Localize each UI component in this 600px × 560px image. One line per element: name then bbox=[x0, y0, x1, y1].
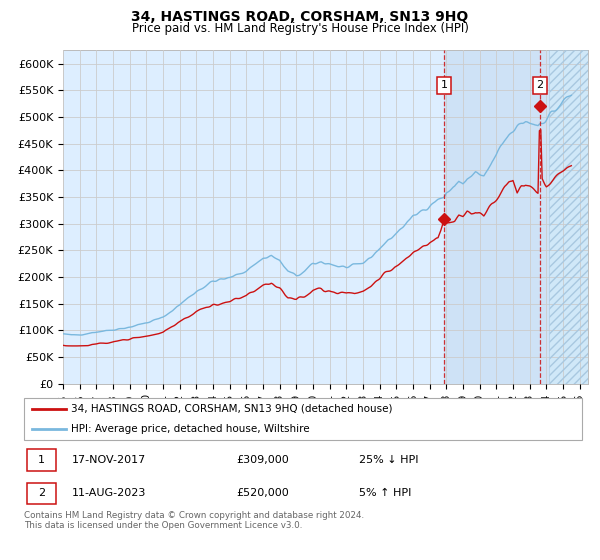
FancyBboxPatch shape bbox=[27, 483, 56, 505]
Text: 1: 1 bbox=[441, 81, 448, 90]
Text: 25% ↓ HPI: 25% ↓ HPI bbox=[359, 455, 418, 465]
Bar bbox=[549, 50, 588, 384]
Text: 34, HASTINGS ROAD, CORSHAM, SN13 9HQ (detached house): 34, HASTINGS ROAD, CORSHAM, SN13 9HQ (de… bbox=[71, 404, 393, 413]
Text: 11-AUG-2023: 11-AUG-2023 bbox=[71, 488, 146, 498]
Text: 34, HASTINGS ROAD, CORSHAM, SN13 9HQ: 34, HASTINGS ROAD, CORSHAM, SN13 9HQ bbox=[131, 10, 469, 24]
Text: 17-NOV-2017: 17-NOV-2017 bbox=[71, 455, 146, 465]
Text: £309,000: £309,000 bbox=[236, 455, 289, 465]
Bar bbox=[445, 50, 588, 384]
Text: Contains HM Land Registry data © Crown copyright and database right 2024.
This d: Contains HM Land Registry data © Crown c… bbox=[24, 511, 364, 530]
Text: HPI: Average price, detached house, Wiltshire: HPI: Average price, detached house, Wilt… bbox=[71, 424, 310, 433]
Text: 5% ↑ HPI: 5% ↑ HPI bbox=[359, 488, 411, 498]
Text: 2: 2 bbox=[536, 81, 544, 90]
Text: Price paid vs. HM Land Registry's House Price Index (HPI): Price paid vs. HM Land Registry's House … bbox=[131, 22, 469, 35]
FancyBboxPatch shape bbox=[27, 449, 56, 470]
FancyBboxPatch shape bbox=[24, 398, 582, 440]
Text: 1: 1 bbox=[38, 455, 45, 465]
Text: £520,000: £520,000 bbox=[236, 488, 289, 498]
Text: 2: 2 bbox=[38, 488, 45, 498]
Bar bbox=[549, 50, 588, 384]
